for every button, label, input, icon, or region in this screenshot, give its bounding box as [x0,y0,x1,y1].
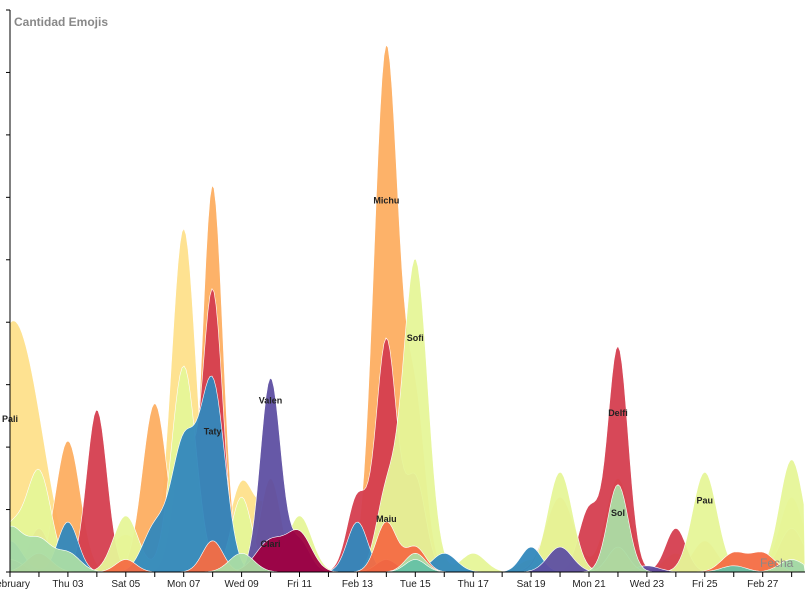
y-axis-ticks [6,9,10,573]
x-tick-label: Wed 23 [630,579,665,590]
x-tick-label: Thu 03 [52,579,84,590]
series-label-maiu: Maiu [376,514,397,524]
series-label-clari: Clari [261,539,281,549]
x-tick-label: Fri 25 [692,579,718,590]
series-label-taty: Taty [204,427,222,437]
series-label-pau: Pau [697,495,714,505]
series-label-valen: Valen [259,395,283,405]
x-tick-label: Fri 11 [287,579,312,590]
series-label-sofi: Sofi [407,333,424,343]
x-tick-label: February [0,579,30,590]
x-axis-ticks: February Thu 03 Sat 05 Mon 07 Wed 09 Fri 11 Fe… [0,572,793,590]
x-tick-label: Mon 21 [572,579,606,590]
series-label-sol: Sol [611,508,625,518]
series-label-delfi: Delfi [608,408,628,418]
x-tick-label: Mon 07 [167,579,201,590]
x-tick-label: Sat 05 [111,579,140,590]
x-tick-label: Sat 19 [517,579,546,590]
series-area-sofi[interactable] [9,258,805,573]
x-tick-label: Feb 13 [342,579,374,590]
x-axis-label: Fecha [760,556,794,570]
series-label-michu: Michu [373,196,399,206]
x-tick-label: Feb 27 [747,579,779,590]
x-tick-label: Thu 17 [458,579,490,590]
x-tick-label: Tue 15 [400,579,431,590]
y-axis-label: Cantidad Emojis [14,15,108,29]
x-tick-label: Wed 09 [224,579,259,590]
series-areas [9,44,805,573]
